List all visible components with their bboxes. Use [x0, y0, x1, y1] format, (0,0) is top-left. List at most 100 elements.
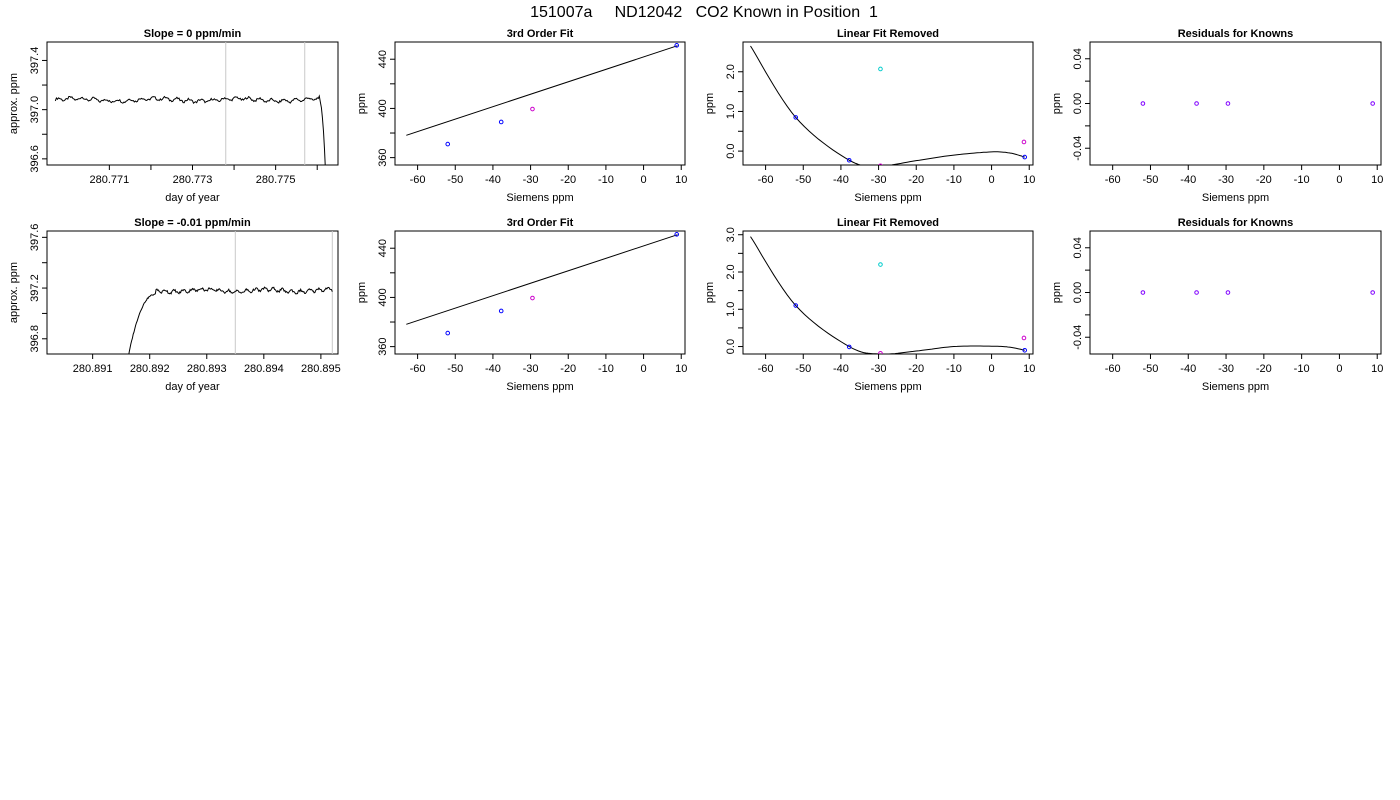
- y-tick-label: 0.00: [1072, 282, 1084, 303]
- data-point-unknown: [878, 66, 883, 72]
- x-tick-label: -60: [410, 174, 426, 186]
- y-tick-label: 397.4: [29, 47, 41, 75]
- data-point-known: [445, 141, 451, 147]
- plot-frame: [1089, 230, 1382, 355]
- y-tick-label: 2.0: [725, 64, 737, 79]
- plot-frame: [46, 41, 339, 166]
- panel-r1-linrem: Linear Fit Removed -60 -50 -40 -30 -20 -10 0 10 0…: [704, 28, 1035, 204]
- x-tick-label: -40: [485, 363, 501, 375]
- data-point-residual: [1370, 290, 1375, 295]
- y-tick-label: 0.00: [1072, 93, 1084, 114]
- trace-line: [128, 286, 333, 354]
- y-axis-label: ppm: [704, 282, 716, 303]
- y-tick-label: 396.8: [29, 325, 41, 353]
- figure-title: 151007a ND12042 CO2 Known in Position 1: [530, 4, 878, 21]
- panel-title: 3rd Order Fit: [507, 217, 574, 229]
- data-point-residual: [1140, 290, 1146, 295]
- data-point-residual: [1140, 101, 1146, 106]
- x-tick-label: 0: [1336, 174, 1342, 186]
- panel-title: Linear Fit Removed: [837, 217, 939, 229]
- y-tick-label: 1.0: [725, 302, 737, 317]
- x-tick-label: -40: [833, 363, 849, 375]
- y-axis-label: ppm: [1051, 93, 1063, 114]
- x-tick-label: -60: [1105, 363, 1121, 375]
- y-tick-label: 0.0: [725, 339, 737, 354]
- x-tick-label: -10: [946, 174, 962, 186]
- x-axis-label: Siemens ppm: [506, 381, 573, 393]
- y-tick-label: 440: [377, 50, 389, 68]
- trace-line: [54, 94, 326, 165]
- x-tick-label: 280.775: [256, 174, 296, 186]
- x-tick-label: -10: [598, 363, 614, 375]
- data-layer: [1140, 290, 1375, 295]
- x-tick-label: -50: [795, 174, 811, 186]
- panel-r1-fit: 3rd Order Fit -60 -50 -40 -30 -20 -10 0 10 360 400…: [356, 28, 687, 204]
- y-tick-label: -0.04: [1072, 136, 1084, 161]
- panel-title: Slope = -0.01 ppm/min: [134, 217, 251, 229]
- data-point-known: [846, 157, 852, 163]
- panel-title: Slope = 0 ppm/min: [144, 28, 242, 40]
- x-tick-label: 10: [675, 174, 687, 186]
- x-tick-label: -60: [410, 363, 426, 375]
- x-tick-label: 10: [1371, 174, 1383, 186]
- panel-grid: Slope = 0 ppm/min 280.771 280.773 280.775 39…: [8, 28, 1383, 393]
- x-tick-label: -40: [833, 174, 849, 186]
- x-tick-label: -50: [795, 363, 811, 375]
- data-layer: [750, 236, 1028, 354]
- x-tick-label: -50: [447, 363, 463, 375]
- x-tick-label: -10: [1294, 174, 1310, 186]
- y-axis-label: approx. ppm: [8, 73, 20, 134]
- y-tick-label: 400: [377, 99, 389, 117]
- data-point-known: [846, 344, 852, 350]
- plot-frame: [394, 230, 686, 355]
- panel-title: Residuals for Knowns: [1178, 217, 1294, 229]
- x-tick-label: -60: [758, 174, 774, 186]
- data-point-known: [498, 119, 504, 125]
- plot-frame: [46, 230, 339, 355]
- y-tick-label: 0.04: [1072, 48, 1084, 69]
- x-tick-label: -50: [1143, 363, 1159, 375]
- x-tick-label: -20: [1256, 174, 1272, 186]
- y-tick-label: 360: [377, 148, 389, 166]
- fit-curve: [750, 45, 1025, 165]
- y-axis-label: approx. ppm: [8, 262, 20, 323]
- data-point-unknown: [878, 262, 883, 267]
- x-tick-label: 280.892: [130, 363, 170, 375]
- data-point-known: [674, 43, 680, 48]
- x-tick-label: 280.773: [173, 174, 213, 186]
- y-tick-label: 440: [377, 239, 389, 257]
- x-tick-label: 280.895: [301, 363, 341, 375]
- x-tick-label: -20: [560, 174, 576, 186]
- data-point-known: [498, 308, 504, 314]
- data-layer: [750, 45, 1028, 165]
- panel-r2-resid: Residuals for Knowns -60 -50 -40 -30 -20 -10 0 1…: [1051, 217, 1383, 393]
- x-tick-label: -10: [946, 363, 962, 375]
- y-axis-label: ppm: [1051, 282, 1063, 303]
- fit-curve: [406, 45, 678, 136]
- y-tick-label: 2.0: [725, 264, 737, 279]
- x-tick-label: 280.894: [244, 363, 284, 375]
- y-tick-label: 396.6: [29, 145, 41, 173]
- x-tick-label: -60: [1105, 174, 1121, 186]
- x-tick-label: 10: [1023, 174, 1035, 186]
- data-layer: [1140, 101, 1375, 106]
- y-tick-label: 0.04: [1072, 237, 1084, 258]
- panel-r1-resid: Residuals for Knowns -60 -50 -40 -30 -20 -10 0 1…: [1051, 28, 1383, 204]
- y-tick-label: 397.6: [29, 224, 41, 252]
- data-point-extra: [530, 106, 535, 112]
- y-tick-label: 3.0: [725, 227, 737, 242]
- x-tick-label: -50: [447, 174, 463, 186]
- x-tick-label: -30: [523, 363, 539, 375]
- panel-title: 3rd Order Fit: [507, 28, 574, 40]
- data-point-residual: [1194, 290, 1199, 295]
- data-point-known: [793, 115, 799, 120]
- y-tick-label: 400: [377, 288, 389, 306]
- data-point-residual: [1225, 290, 1231, 295]
- x-tick-label: 0: [989, 174, 995, 186]
- data-point-known: [1022, 347, 1028, 353]
- y-tick-label: 397.2: [29, 274, 41, 302]
- y-tick-label: -0.04: [1072, 325, 1084, 350]
- x-axis-label: Siemens ppm: [854, 192, 921, 204]
- data-point-extra: [1021, 139, 1027, 145]
